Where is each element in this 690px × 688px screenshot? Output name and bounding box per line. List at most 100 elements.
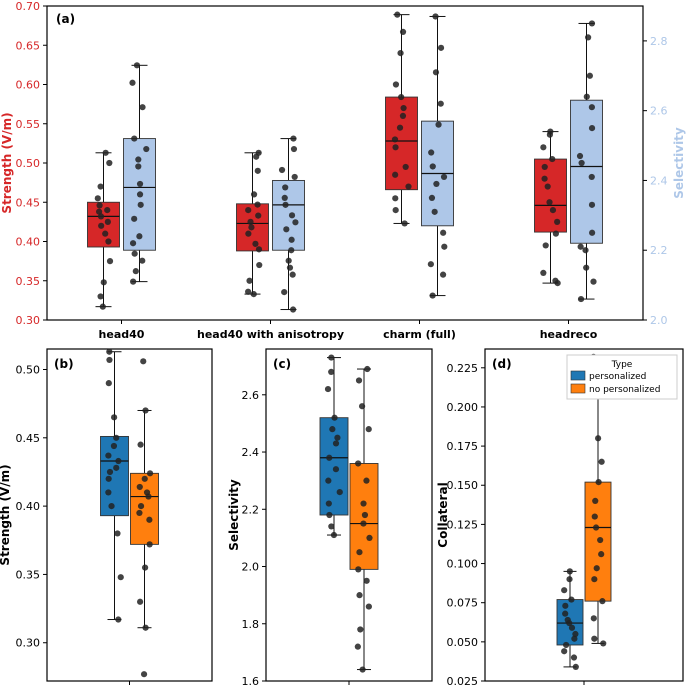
panel-c-frame bbox=[265, 348, 433, 682]
data-point bbox=[593, 565, 600, 572]
data-point bbox=[549, 207, 557, 214]
data-point bbox=[360, 500, 367, 507]
data-point bbox=[394, 11, 401, 18]
data-point bbox=[398, 93, 405, 101]
data-point bbox=[137, 201, 144, 208]
data-point bbox=[432, 69, 440, 76]
panel-a-ylabel: Strength (V/m) bbox=[0, 112, 14, 213]
data-point bbox=[578, 159, 585, 167]
y-tick-label: 2.2 bbox=[650, 244, 668, 257]
data-point bbox=[546, 199, 553, 206]
y-tick-label: 2.6 bbox=[242, 389, 260, 402]
panel-a-y2label: Selectivity bbox=[672, 127, 686, 199]
data-point bbox=[429, 163, 436, 170]
y-tick-label: 0.100 bbox=[447, 558, 479, 571]
x-tick-label: headreco bbox=[540, 328, 598, 341]
data-point bbox=[435, 121, 442, 128]
panel-d-boxes bbox=[556, 353, 612, 671]
data-point bbox=[546, 131, 554, 138]
data-point bbox=[428, 194, 436, 201]
data-point bbox=[282, 201, 289, 208]
data-point bbox=[96, 208, 103, 215]
data-point bbox=[139, 257, 146, 264]
data-point bbox=[597, 536, 604, 544]
data-point bbox=[288, 247, 295, 254]
y-tick-label: 0.70 bbox=[16, 0, 41, 13]
data-point bbox=[595, 435, 602, 442]
data-point bbox=[392, 81, 400, 88]
y-tick-label: 0.55 bbox=[16, 118, 41, 131]
data-point bbox=[136, 180, 144, 188]
data-point bbox=[289, 306, 297, 313]
y-tick-label: 0.40 bbox=[16, 236, 41, 249]
data-point bbox=[136, 191, 144, 198]
data-point bbox=[576, 152, 584, 160]
data-point bbox=[289, 271, 296, 278]
data-point bbox=[592, 497, 599, 505]
data-point bbox=[332, 466, 340, 473]
data-point bbox=[139, 104, 146, 111]
data-point bbox=[396, 124, 404, 131]
data-point bbox=[336, 489, 343, 496]
data-point bbox=[94, 195, 101, 202]
data-point bbox=[141, 564, 149, 571]
data-point bbox=[568, 596, 575, 603]
y-tick-label: 0.45 bbox=[16, 432, 41, 445]
data-point bbox=[281, 288, 288, 296]
data-point bbox=[360, 520, 367, 527]
data-point bbox=[392, 144, 399, 151]
y-tick-label: 2.4 bbox=[242, 446, 260, 459]
y-tick-label: 0.60 bbox=[16, 79, 41, 92]
data-point bbox=[325, 477, 332, 484]
data-point bbox=[136, 598, 144, 605]
panel-d-label: (d) bbox=[492, 357, 512, 371]
data-point bbox=[541, 175, 548, 182]
data-point bbox=[105, 238, 112, 245]
data-point bbox=[355, 377, 363, 384]
data-point bbox=[98, 222, 105, 229]
panel-d: (d) 0.0250.0500.0750.1000.1250.1500.1750… bbox=[436, 348, 684, 688]
box-iqr bbox=[272, 179, 305, 251]
y-tick-label: 0.025 bbox=[447, 675, 479, 688]
data-point bbox=[113, 464, 120, 471]
x-tick-label: head40 with anisotropy bbox=[197, 328, 344, 341]
y-tick-label: 0.30 bbox=[16, 314, 41, 327]
y-tick-label: 2.2 bbox=[242, 503, 260, 516]
y-tick-label: 0.50 bbox=[16, 363, 41, 376]
data-point bbox=[440, 229, 447, 236]
panel-b-x-axis: head40 bbox=[129, 681, 130, 685]
panel-d-y-axis: 0.025 0.050 0.075 0.100 0.125 0.150 0.175 0.200… bbox=[447, 362, 485, 688]
data-point bbox=[542, 242, 549, 249]
data-point bbox=[130, 278, 137, 285]
data-point bbox=[137, 503, 145, 510]
panel-d-ylabel: Collateral bbox=[436, 482, 450, 547]
data-point bbox=[136, 233, 143, 240]
data-point bbox=[108, 503, 115, 510]
data-point bbox=[105, 475, 112, 482]
data-point bbox=[563, 641, 570, 649]
data-point bbox=[110, 442, 118, 450]
panel-c-ylabel: Selectivity bbox=[227, 479, 241, 551]
data-point bbox=[111, 414, 118, 421]
data-point bbox=[114, 530, 121, 537]
panel-c-boxes bbox=[319, 354, 379, 673]
x-tick-label: charm (full) bbox=[383, 328, 456, 341]
data-point bbox=[105, 452, 112, 459]
data-point bbox=[588, 20, 596, 27]
y-tick-label: 0.225 bbox=[447, 362, 479, 375]
data-point bbox=[433, 180, 440, 188]
y-tick-label: 0.125 bbox=[447, 518, 479, 531]
x-tick-label: head40 bbox=[99, 328, 145, 341]
data-point bbox=[286, 264, 294, 271]
data-point bbox=[324, 385, 332, 393]
data-point bbox=[356, 592, 363, 599]
panel-b-ylabel: Strength (V/m) bbox=[0, 464, 12, 565]
y-tick-label: 0.65 bbox=[16, 39, 41, 52]
data-point bbox=[106, 348, 113, 355]
data-point bbox=[400, 104, 407, 112]
data-point bbox=[326, 454, 333, 461]
data-point bbox=[115, 616, 122, 623]
data-point bbox=[355, 566, 362, 573]
data-point bbox=[100, 279, 107, 286]
data-point bbox=[326, 511, 333, 519]
